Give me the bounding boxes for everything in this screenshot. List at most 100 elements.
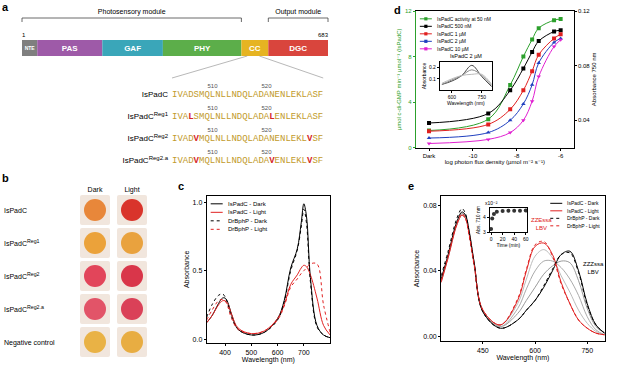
- svg-text:750: 750: [581, 347, 593, 354]
- svg-text:IsPadCReg2.a: IsPadCReg2.a: [122, 155, 168, 165]
- svg-text:E: E: [291, 156, 296, 166]
- svg-text:K: K: [296, 112, 302, 122]
- svg-text:N: N: [231, 90, 236, 100]
- svg-text:E: E: [291, 90, 296, 100]
- svg-text:A: A: [253, 156, 259, 166]
- svg-text:N: N: [280, 156, 285, 166]
- svg-text:0.00: 0.00: [423, 333, 437, 340]
- svg-text:510: 510: [207, 105, 218, 111]
- svg-text:L: L: [188, 112, 193, 122]
- svg-text:N: N: [269, 134, 274, 144]
- svg-text:DrBphP - Light: DrBphP - Light: [567, 223, 600, 229]
- svg-text:N: N: [231, 112, 236, 122]
- svg-text:I: I: [172, 90, 177, 100]
- svg-text:F: F: [318, 156, 323, 166]
- svg-text:IsPadC - Light: IsPadC - Light: [567, 208, 599, 214]
- svg-text:E: E: [275, 112, 280, 122]
- svg-text:4: 4: [483, 214, 486, 220]
- svg-text:DrBphP - Dark: DrBphP - Dark: [228, 218, 268, 224]
- svg-text:40: 40: [511, 236, 517, 242]
- svg-text:4: 4: [408, 99, 412, 105]
- svg-text:D: D: [258, 156, 263, 166]
- svg-text:IsPadCReg1: IsPadCReg1: [4, 238, 40, 247]
- svg-text:e: e: [408, 180, 414, 192]
- svg-text:L: L: [221, 156, 226, 166]
- svg-text:Wavelength (nm): Wavelength (nm): [496, 354, 549, 362]
- svg-text:700: 700: [298, 349, 310, 356]
- svg-text:CC: CC: [249, 44, 261, 53]
- svg-text:Abs. 710 nm: Abs. 710 nm: [475, 206, 481, 234]
- svg-text:V: V: [177, 90, 183, 100]
- svg-text:500: 500: [245, 349, 257, 356]
- svg-text:N: N: [215, 112, 220, 122]
- svg-text:IsPadC activity at 50 nM: IsPadC activity at 50 nM: [437, 16, 491, 22]
- svg-text:ZZZssaLBV: ZZZssaLBV: [583, 261, 604, 275]
- svg-text:b: b: [2, 172, 9, 184]
- svg-text:IsPadC: IsPadC: [142, 90, 168, 99]
- svg-text:D: D: [258, 134, 263, 144]
- svg-text:A: A: [183, 112, 189, 122]
- svg-text:PHY: PHY: [194, 44, 211, 53]
- svg-text:Q: Q: [204, 90, 209, 100]
- svg-text:510: 510: [207, 83, 218, 89]
- svg-text:L: L: [285, 156, 290, 166]
- svg-text:N: N: [215, 134, 220, 144]
- svg-text:I: I: [172, 134, 177, 144]
- svg-text:A: A: [183, 134, 189, 144]
- svg-text:Dark: Dark: [423, 153, 437, 159]
- svg-text:M: M: [199, 112, 204, 122]
- svg-text:L: L: [248, 90, 253, 100]
- svg-text:Q: Q: [204, 134, 209, 144]
- svg-text:S: S: [194, 112, 199, 122]
- svg-text:Output module: Output module: [275, 8, 321, 16]
- svg-text:A: A: [253, 112, 259, 122]
- svg-text:L: L: [302, 112, 307, 122]
- svg-text:L: L: [210, 156, 215, 166]
- svg-text:0: 0: [408, 145, 412, 151]
- svg-text:D: D: [237, 156, 242, 166]
- svg-text:D: D: [188, 156, 193, 166]
- svg-text:a: a: [2, 1, 9, 13]
- svg-text:Absorbance: Absorbance: [183, 251, 190, 288]
- svg-text:D: D: [237, 134, 242, 144]
- svg-text:A: A: [264, 156, 270, 166]
- svg-text:510: 510: [207, 149, 218, 155]
- svg-text:M: M: [199, 134, 204, 144]
- svg-text:D: D: [237, 112, 242, 122]
- svg-text:E: E: [291, 134, 296, 144]
- svg-text:I: I: [172, 112, 177, 122]
- svg-text:Wavelength (nm): Wavelength (nm): [242, 356, 295, 364]
- svg-text:PAS: PAS: [62, 44, 79, 53]
- svg-text:683: 683: [318, 32, 329, 38]
- svg-text:20: 20: [500, 236, 506, 242]
- svg-text:-6: -6: [558, 153, 564, 159]
- svg-text:IsPadC - Dark: IsPadC - Dark: [228, 201, 267, 207]
- svg-text:L: L: [248, 112, 253, 122]
- svg-text:1.0: 1.0: [193, 199, 203, 206]
- svg-text:I: I: [172, 156, 177, 166]
- svg-text:Q: Q: [204, 112, 209, 122]
- svg-text:Photosensory module: Photosensory module: [98, 8, 166, 16]
- svg-text:L: L: [248, 156, 253, 166]
- svg-text:A: A: [183, 90, 189, 100]
- svg-text:N: N: [280, 112, 285, 122]
- svg-text:x10⁻²: x10⁻²: [485, 200, 498, 206]
- svg-text:A: A: [253, 90, 259, 100]
- svg-text:A: A: [264, 112, 270, 122]
- svg-text:600: 600: [272, 349, 284, 356]
- svg-text:L: L: [210, 134, 215, 144]
- svg-text:L: L: [210, 90, 215, 100]
- svg-text:0.2: 0.2: [429, 64, 436, 70]
- svg-text:IsPadC 2 µM: IsPadC 2 µM: [437, 38, 466, 44]
- svg-text:E: E: [275, 90, 280, 100]
- svg-text:L: L: [285, 112, 290, 122]
- svg-text:M: M: [199, 90, 204, 100]
- svg-text:520: 520: [261, 83, 272, 89]
- svg-text:S: S: [312, 112, 317, 122]
- svg-text:E: E: [291, 112, 296, 122]
- svg-text:450: 450: [477, 347, 489, 354]
- svg-text:L: L: [226, 156, 231, 166]
- svg-text:510: 510: [207, 127, 218, 133]
- svg-text:N: N: [280, 90, 285, 100]
- svg-text:M: M: [199, 156, 204, 166]
